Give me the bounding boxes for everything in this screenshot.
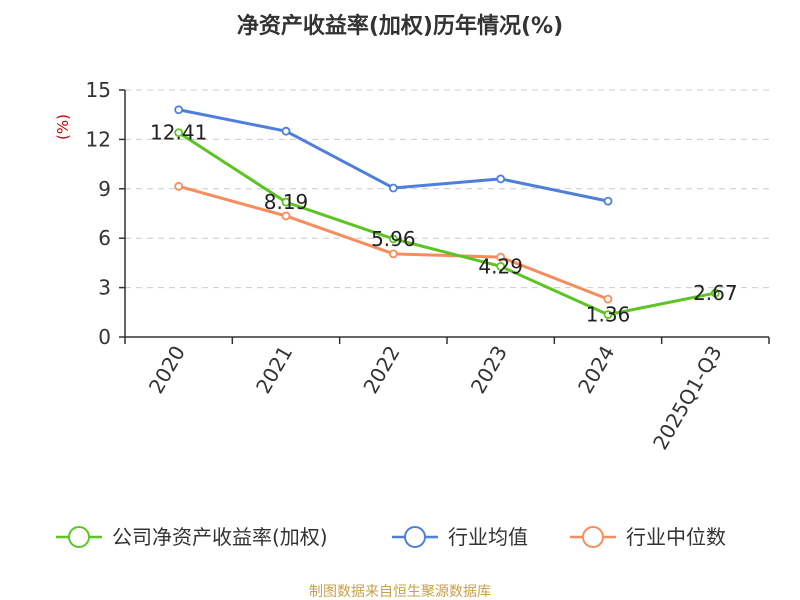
series-2 <box>174 181 613 304</box>
legend-item[interactable]: 行业均值 <box>392 525 528 549</box>
y-tick-label: 15 <box>86 78 111 102</box>
legend-item[interactable]: 公司净资产收益率(加权) <box>56 525 328 549</box>
x-tick-label: 2024 <box>573 342 619 398</box>
data-point <box>496 174 506 184</box>
data-point <box>388 249 398 259</box>
data-point <box>603 310 613 320</box>
data-label: 5.96 <box>371 227 416 251</box>
y-tick-label: 6 <box>98 226 111 250</box>
data-label: 4.29 <box>478 254 523 278</box>
x-tick-label: 2023 <box>466 341 512 397</box>
data-labels: 12.41 8.19 5.96 4.29 1.36 2.67 <box>150 121 738 327</box>
y-tick-label: 9 <box>98 177 111 201</box>
y-axis-label: (%) <box>54 114 72 140</box>
legend: 公司净资产收益率(加权) 行业均值 行业中位数 <box>56 525 726 549</box>
data-point <box>174 181 184 191</box>
legend-label: 行业中位数 <box>626 525 726 549</box>
data-point <box>281 126 291 136</box>
data-point <box>496 252 506 262</box>
data-label: 2.67 <box>693 281 738 305</box>
series-0 <box>174 128 720 320</box>
legend-label: 公司净资产收益率(加权) <box>112 525 328 549</box>
data-point <box>388 183 398 193</box>
x-tick-label: 2020 <box>144 342 190 398</box>
data-point <box>174 105 184 115</box>
x-tick-label: 2022 <box>358 342 404 398</box>
legend-marker <box>404 526 426 548</box>
legend-marker <box>68 526 90 548</box>
data-point <box>496 261 506 271</box>
data-label: 8.19 <box>264 190 309 214</box>
x-tick-label: 2021 <box>251 342 297 398</box>
x-tick-label: 2025Q1-Q3 <box>648 342 727 454</box>
data-point <box>603 196 613 206</box>
source-note: 制图数据来自恒生聚源数据库 <box>309 584 491 600</box>
data-point <box>281 197 291 207</box>
y-tick-label: 0 <box>98 325 111 349</box>
data-point <box>388 234 398 244</box>
data-label: 12.41 <box>150 121 207 145</box>
data-point <box>603 294 613 304</box>
series-line <box>177 131 716 317</box>
legend-marker <box>582 526 604 548</box>
data-point <box>710 288 720 298</box>
y-tick-label: 12 <box>86 127 111 151</box>
data-point <box>174 128 184 138</box>
data-point <box>281 211 291 221</box>
series-1 <box>174 105 613 206</box>
data-label: 1.36 <box>586 303 631 327</box>
chart-title: 净资产收益率(加权)历年情况(%) <box>237 13 563 39</box>
grid-lines <box>125 89 769 289</box>
y-tick-label: 3 <box>98 276 111 300</box>
legend-item[interactable]: 行业中位数 <box>570 525 726 549</box>
series-lines <box>174 105 720 320</box>
legend-label: 行业均值 <box>448 525 528 549</box>
